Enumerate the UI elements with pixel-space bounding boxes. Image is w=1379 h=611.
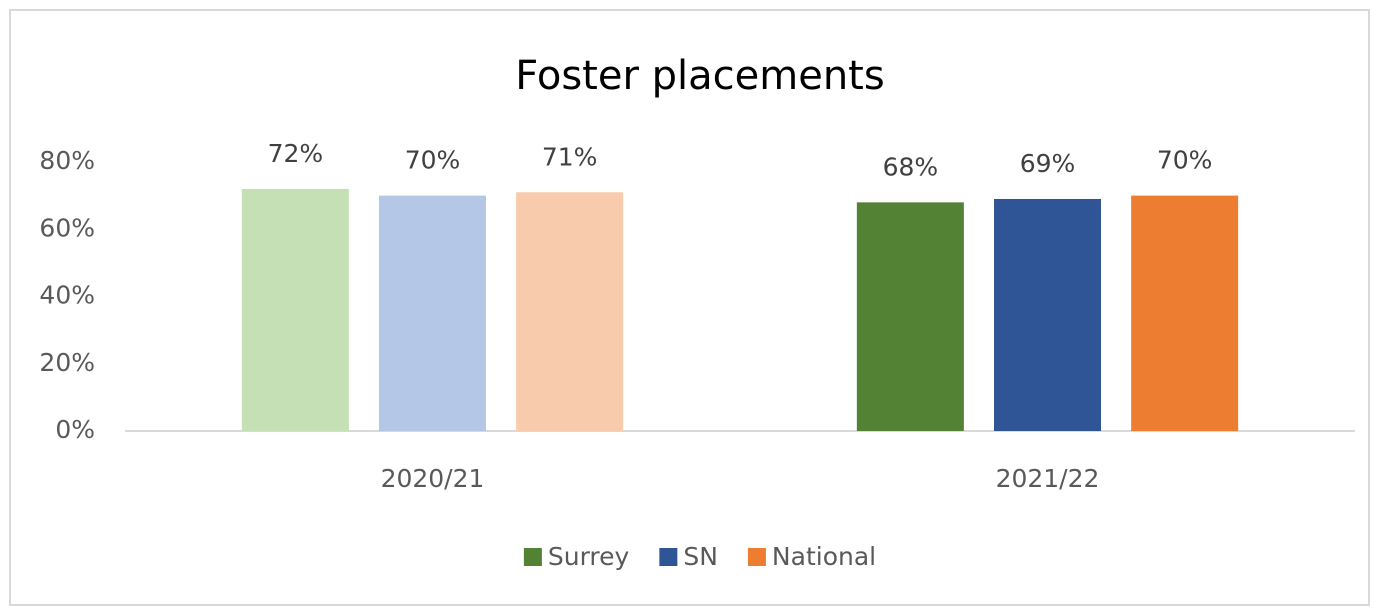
bar [378,195,487,431]
data-label: 70% [1157,146,1213,175]
x-tick-label: 2020/21 [381,464,485,493]
legend-swatch [523,548,542,566]
data-label: 69% [1020,149,1076,178]
y-tick-label: 60% [39,213,95,242]
legend-label: Surrey [548,542,630,571]
x-tick-label: 2021/22 [996,464,1100,493]
bar [241,188,349,431]
data-label: 68% [883,152,939,181]
legend-swatch [659,548,678,566]
bar [1131,195,1239,431]
legend-label: National [772,542,876,571]
legend-label: SN [683,542,718,571]
legend-swatch [747,548,766,566]
data-label: 70% [405,146,461,175]
y-tick-label: 20% [39,348,95,377]
chart-title: Foster placements [515,53,884,99]
y-tick-label: 80% [39,146,95,175]
legend: Surrey SN National [523,542,876,571]
bar [516,192,624,431]
y-tick-label: 40% [39,281,95,310]
data-label: 72% [268,139,324,168]
bar [856,202,964,431]
bar [993,198,1102,431]
data-label: 71% [542,142,598,171]
y-tick-label: 0% [55,415,95,444]
